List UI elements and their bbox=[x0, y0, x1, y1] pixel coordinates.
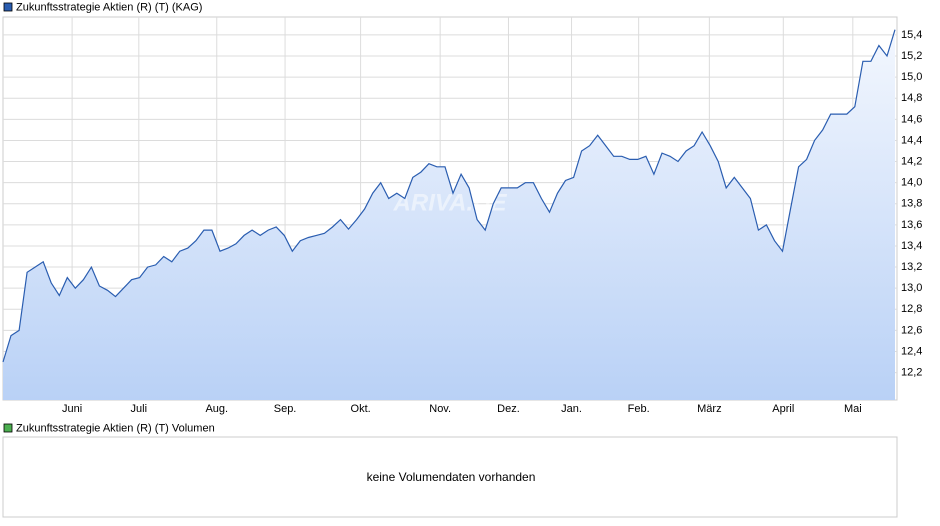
legend-label: Zukunftsstrategie Aktien (R) (T) Volumen bbox=[16, 422, 215, 434]
x-tick-label: Jan. bbox=[561, 403, 582, 415]
y-tick-label: 14,8 bbox=[901, 92, 922, 104]
y-tick-label: 14,0 bbox=[901, 177, 922, 189]
no-data-message: keine Volumendaten vorhanden bbox=[367, 470, 536, 484]
legend-swatch bbox=[3, 423, 13, 433]
y-tick-label: 13,0 bbox=[901, 282, 922, 294]
x-tick-label: April bbox=[772, 403, 794, 415]
y-tick-label: 12,4 bbox=[901, 345, 922, 357]
x-tick-label: Aug. bbox=[205, 403, 228, 415]
y-tick-label: 14,6 bbox=[901, 113, 922, 125]
y-tick-label: 13,2 bbox=[901, 261, 922, 273]
legend-label: Zukunftsstrategie Aktien (R) (T) (KAG) bbox=[16, 1, 202, 13]
x-tick-label: Okt. bbox=[351, 403, 371, 415]
x-tick-label: Sep. bbox=[274, 403, 297, 415]
y-tick-label: 15,2 bbox=[901, 50, 922, 62]
x-tick-label: Feb. bbox=[628, 403, 650, 415]
y-tick-label: 12,6 bbox=[901, 324, 922, 336]
x-tick-label: Juli bbox=[131, 403, 148, 415]
y-tick-label: 15,0 bbox=[901, 71, 922, 83]
line bbox=[2, 29, 896, 363]
y-tick-label: 12,8 bbox=[901, 303, 922, 315]
x-tick-label: März bbox=[697, 403, 721, 415]
x-tick-label: Mai bbox=[844, 403, 862, 415]
x-tick-label: Juni bbox=[62, 403, 82, 415]
watermark: ARIVA.DE bbox=[393, 189, 508, 216]
y-tick-label: 14,4 bbox=[901, 134, 922, 146]
volume-panel bbox=[2, 436, 898, 518]
y-tick-label: 12,2 bbox=[901, 366, 922, 378]
y-tick-label: 15,4 bbox=[901, 29, 922, 41]
y-tick-label: 14,2 bbox=[901, 155, 922, 167]
legend-swatch bbox=[3, 2, 13, 12]
area bbox=[3, 29, 895, 400]
y-tick-label: 13,8 bbox=[901, 198, 922, 210]
x-tick-label: Dez. bbox=[497, 403, 520, 415]
y-tick-label: 13,4 bbox=[901, 240, 922, 252]
x-tick-label: Nov. bbox=[429, 403, 451, 415]
y-tick-label: 13,6 bbox=[901, 219, 922, 231]
